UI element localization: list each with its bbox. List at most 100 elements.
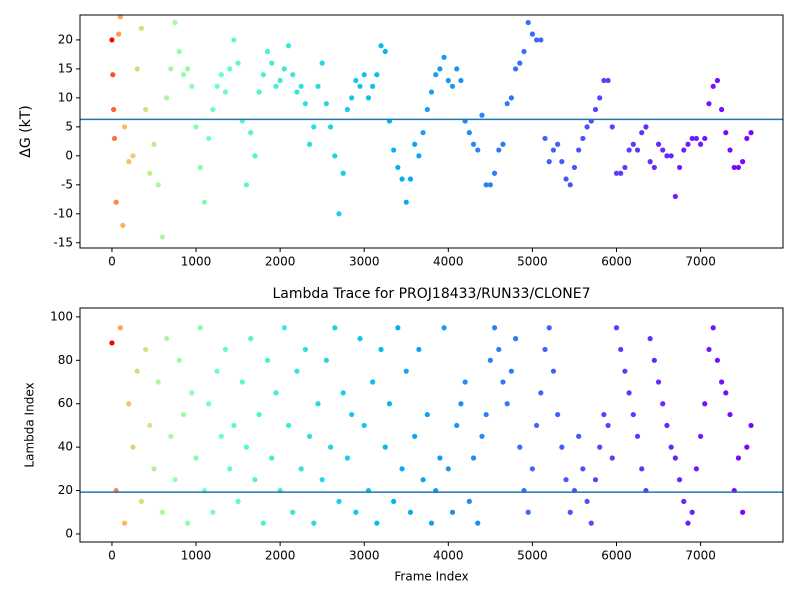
point: [222, 346, 229, 353]
point: [693, 135, 699, 142]
y-tick-label: -15: [53, 235, 73, 249]
point: [218, 433, 224, 439]
point: [349, 411, 355, 418]
point: [256, 411, 262, 418]
point: [168, 433, 174, 439]
point: [655, 141, 662, 147]
point: [697, 433, 704, 439]
y-tick-label: 80: [58, 353, 73, 367]
point: [420, 130, 426, 136]
point: [201, 199, 208, 205]
point: [176, 48, 182, 55]
x-tick-label: 1000: [181, 549, 212, 563]
point: [634, 147, 641, 153]
point: [639, 130, 645, 136]
point: [714, 77, 721, 84]
point: [302, 101, 308, 107]
point: [403, 199, 409, 205]
y-tick-label: 0: [65, 526, 73, 540]
y-axis-label: ΔG (kT): [18, 105, 34, 157]
y-tick-label: -10: [53, 206, 73, 220]
x-tick-label: 2000: [265, 549, 296, 563]
point: [634, 433, 641, 439]
point: [424, 411, 430, 418]
point: [571, 164, 578, 171]
point: [327, 124, 334, 130]
point: [180, 411, 187, 418]
point: [176, 357, 182, 363]
point: [189, 390, 195, 396]
point: [361, 72, 367, 78]
point: [512, 336, 519, 342]
point: [357, 83, 363, 89]
point: [521, 48, 527, 55]
point: [323, 357, 329, 363]
point: [445, 466, 451, 472]
point: [231, 422, 237, 429]
point: [264, 357, 271, 363]
point: [618, 346, 624, 353]
point: [116, 31, 122, 37]
point: [344, 106, 351, 113]
point: [525, 509, 531, 515]
point: [138, 25, 144, 31]
y-tick-label: 15: [58, 61, 73, 75]
point: [159, 234, 166, 240]
point: [504, 401, 510, 407]
point: [681, 498, 687, 505]
point: [546, 159, 552, 165]
point: [222, 89, 229, 95]
point: [697, 141, 704, 147]
point: [454, 66, 460, 72]
point: [550, 368, 557, 374]
point: [252, 153, 258, 159]
point: [567, 182, 573, 188]
axes-frame: [79, 14, 784, 249]
y-tick-label: 5: [65, 119, 73, 133]
x-axis-label: Frame Index: [394, 570, 468, 584]
point: [672, 193, 678, 200]
point: [542, 135, 548, 142]
point: [576, 433, 582, 439]
point: [714, 357, 721, 363]
point: [496, 147, 502, 153]
point: [151, 466, 157, 472]
y-tick-label: 20: [58, 483, 73, 497]
point: [147, 170, 153, 176]
point: [252, 477, 258, 483]
point: [273, 83, 279, 89]
point: [534, 37, 540, 43]
point: [592, 106, 599, 113]
point: [643, 124, 649, 130]
point: [142, 346, 149, 353]
point: [630, 411, 636, 418]
point: [727, 147, 733, 153]
point: [681, 147, 687, 153]
point: [609, 455, 615, 461]
y-tick-label: 40: [58, 440, 73, 454]
point: [647, 159, 653, 165]
point: [555, 411, 561, 418]
point: [231, 37, 237, 43]
x-tick-label: 4000: [433, 255, 464, 269]
point: [138, 498, 144, 505]
point: [622, 368, 628, 374]
point: [323, 101, 329, 107]
point: [525, 19, 531, 26]
point: [719, 379, 725, 385]
x-tick-label: 2000: [265, 255, 296, 269]
point: [117, 325, 123, 331]
x-tick-label: 3000: [349, 549, 380, 563]
point: [407, 176, 414, 182]
point: [475, 147, 481, 153]
point: [332, 153, 338, 159]
point: [685, 141, 691, 147]
point: [121, 520, 128, 526]
point: [391, 498, 397, 505]
point: [277, 77, 283, 84]
point: [315, 401, 321, 407]
point: [580, 466, 586, 472]
point: [672, 455, 678, 461]
point: [597, 444, 603, 450]
